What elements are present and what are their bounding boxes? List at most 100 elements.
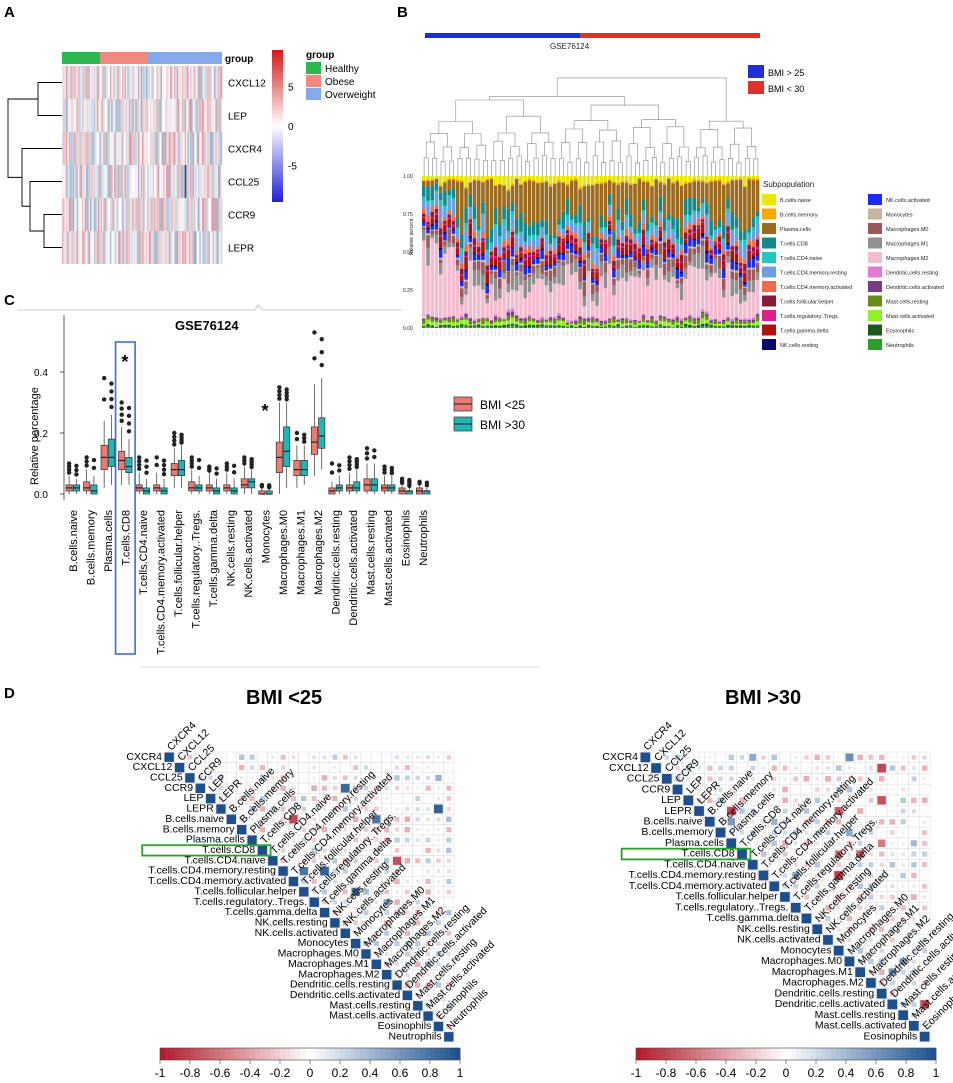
stacked-bar-segment — [489, 284, 494, 320]
heatmap-cell — [190, 99, 192, 132]
stacked-bar-segment — [498, 278, 502, 289]
corr-square — [332, 910, 338, 915]
heatmap-cell — [204, 198, 207, 231]
stacked-bar-segment — [616, 259, 620, 269]
y-tick-label: 0.4 — [34, 368, 48, 379]
corr-square — [363, 837, 369, 843]
heatmap-cell — [151, 99, 153, 132]
stacked-bar-segment — [616, 318, 620, 320]
stacked-bar-segment — [738, 262, 743, 266]
colorbar-segment — [260, 1048, 266, 1060]
stacked-bar-segment — [426, 247, 430, 266]
x-tick-label: Macrophages.M0 — [278, 510, 290, 595]
corr-square — [301, 806, 307, 812]
stacked-bar-segment — [548, 321, 553, 326]
stacked-bar-segment — [464, 271, 468, 280]
stacked-bar-segment — [506, 271, 511, 272]
corr-square — [354, 869, 358, 873]
subpop-label: Mast.cells.resting — [886, 300, 929, 306]
heatmap-cell — [204, 165, 207, 198]
heatmap-cell — [107, 132, 109, 165]
corr-square — [911, 851, 917, 857]
stacked-bar-segment — [633, 261, 637, 262]
stacked-bar-segment — [612, 182, 616, 233]
stacked-bar-segment — [443, 211, 447, 218]
colorbar-segment — [866, 1048, 872, 1060]
stacked-bar-segment — [675, 267, 680, 270]
stacked-bar-segment — [662, 233, 667, 241]
heatmap-cell — [211, 66, 213, 99]
heatmap-cell — [182, 231, 184, 264]
subpop-label: Mast.cells.activated — [886, 314, 934, 320]
corr-square — [187, 754, 193, 760]
stacked-bar-segment — [523, 327, 527, 329]
stacked-bar-segment — [633, 251, 637, 258]
corr-square — [888, 968, 897, 976]
corr-square — [268, 856, 278, 866]
heatmap-cell — [171, 132, 173, 165]
stacked-bar-segment — [616, 257, 620, 261]
stacked-bar-segment — [612, 285, 616, 296]
corr-square — [373, 940, 379, 947]
corr-square — [322, 879, 327, 884]
heatmap-cell — [139, 132, 141, 165]
heatmap-cell — [114, 198, 116, 231]
heatmap-cell — [211, 231, 213, 264]
stacked-bar-segment — [650, 315, 654, 317]
stacked-bar-segment — [755, 314, 760, 317]
stacked-bar-segment — [730, 261, 735, 270]
stacked-bar-segment — [514, 218, 519, 234]
heatmap-cell — [204, 231, 207, 264]
heatmap-cell — [143, 99, 145, 132]
stacked-bar-segment — [569, 235, 574, 241]
stacked-bar-segment — [679, 300, 684, 319]
stacked-bar-segment — [451, 176, 456, 179]
stacked-bar-segment — [743, 320, 747, 322]
stacked-bar-segment — [645, 176, 650, 182]
stacked-bar-segment — [612, 260, 616, 267]
stacked-bar-segment — [743, 325, 747, 328]
corr-square — [880, 788, 884, 791]
corr-row-label: T.cells.CD4.naive — [664, 858, 745, 870]
stacked-bar-segment — [422, 196, 426, 202]
stacked-bar-segment — [591, 271, 595, 278]
stacked-bar-segment — [650, 323, 654, 327]
stacked-bar-segment — [650, 327, 654, 329]
heatmap-cell — [127, 165, 129, 198]
stacked-bar-segment — [688, 183, 692, 199]
corr-square — [259, 827, 266, 833]
heatmap-cell — [95, 66, 97, 99]
dendrogram-branch — [567, 161, 573, 176]
dendrogram-branch — [544, 141, 554, 159]
corr-square — [913, 821, 915, 823]
corr-square — [382, 970, 392, 980]
heatmap-cell — [207, 66, 209, 99]
heatmap-cell — [119, 99, 121, 132]
stacked-bar-segment — [633, 319, 637, 322]
corr-square — [662, 774, 672, 784]
stacked-bar-segment — [667, 326, 671, 329]
stacked-bar-segment — [544, 255, 549, 260]
heatmap-cell — [184, 66, 187, 99]
corr-square — [373, 785, 379, 791]
corr-square — [913, 906, 915, 909]
stacked-bar-segment — [688, 223, 692, 230]
stacked-bar-segment — [713, 254, 718, 256]
stacked-bar-segment — [624, 272, 629, 282]
stacked-bar-segment — [455, 319, 460, 321]
heatmap-cell — [188, 231, 191, 264]
stacked-bar-segment — [755, 312, 760, 315]
heatmap-cell — [199, 132, 201, 165]
stacked-bar-segment — [595, 317, 599, 319]
stacked-bar-segment — [599, 320, 604, 323]
stacked-bar-segment — [683, 227, 688, 233]
stacked-bar-segment — [675, 322, 680, 326]
heatmap-cell — [114, 66, 116, 99]
stacked-bar-segment — [510, 211, 515, 218]
stacked-bar-segment — [667, 326, 671, 327]
stacked-bar-segment — [713, 326, 718, 329]
stacked-bar-segment — [582, 253, 587, 260]
heatmap-cell — [183, 99, 185, 132]
stacked-bar-segment — [455, 176, 460, 180]
corr-square — [750, 776, 755, 781]
